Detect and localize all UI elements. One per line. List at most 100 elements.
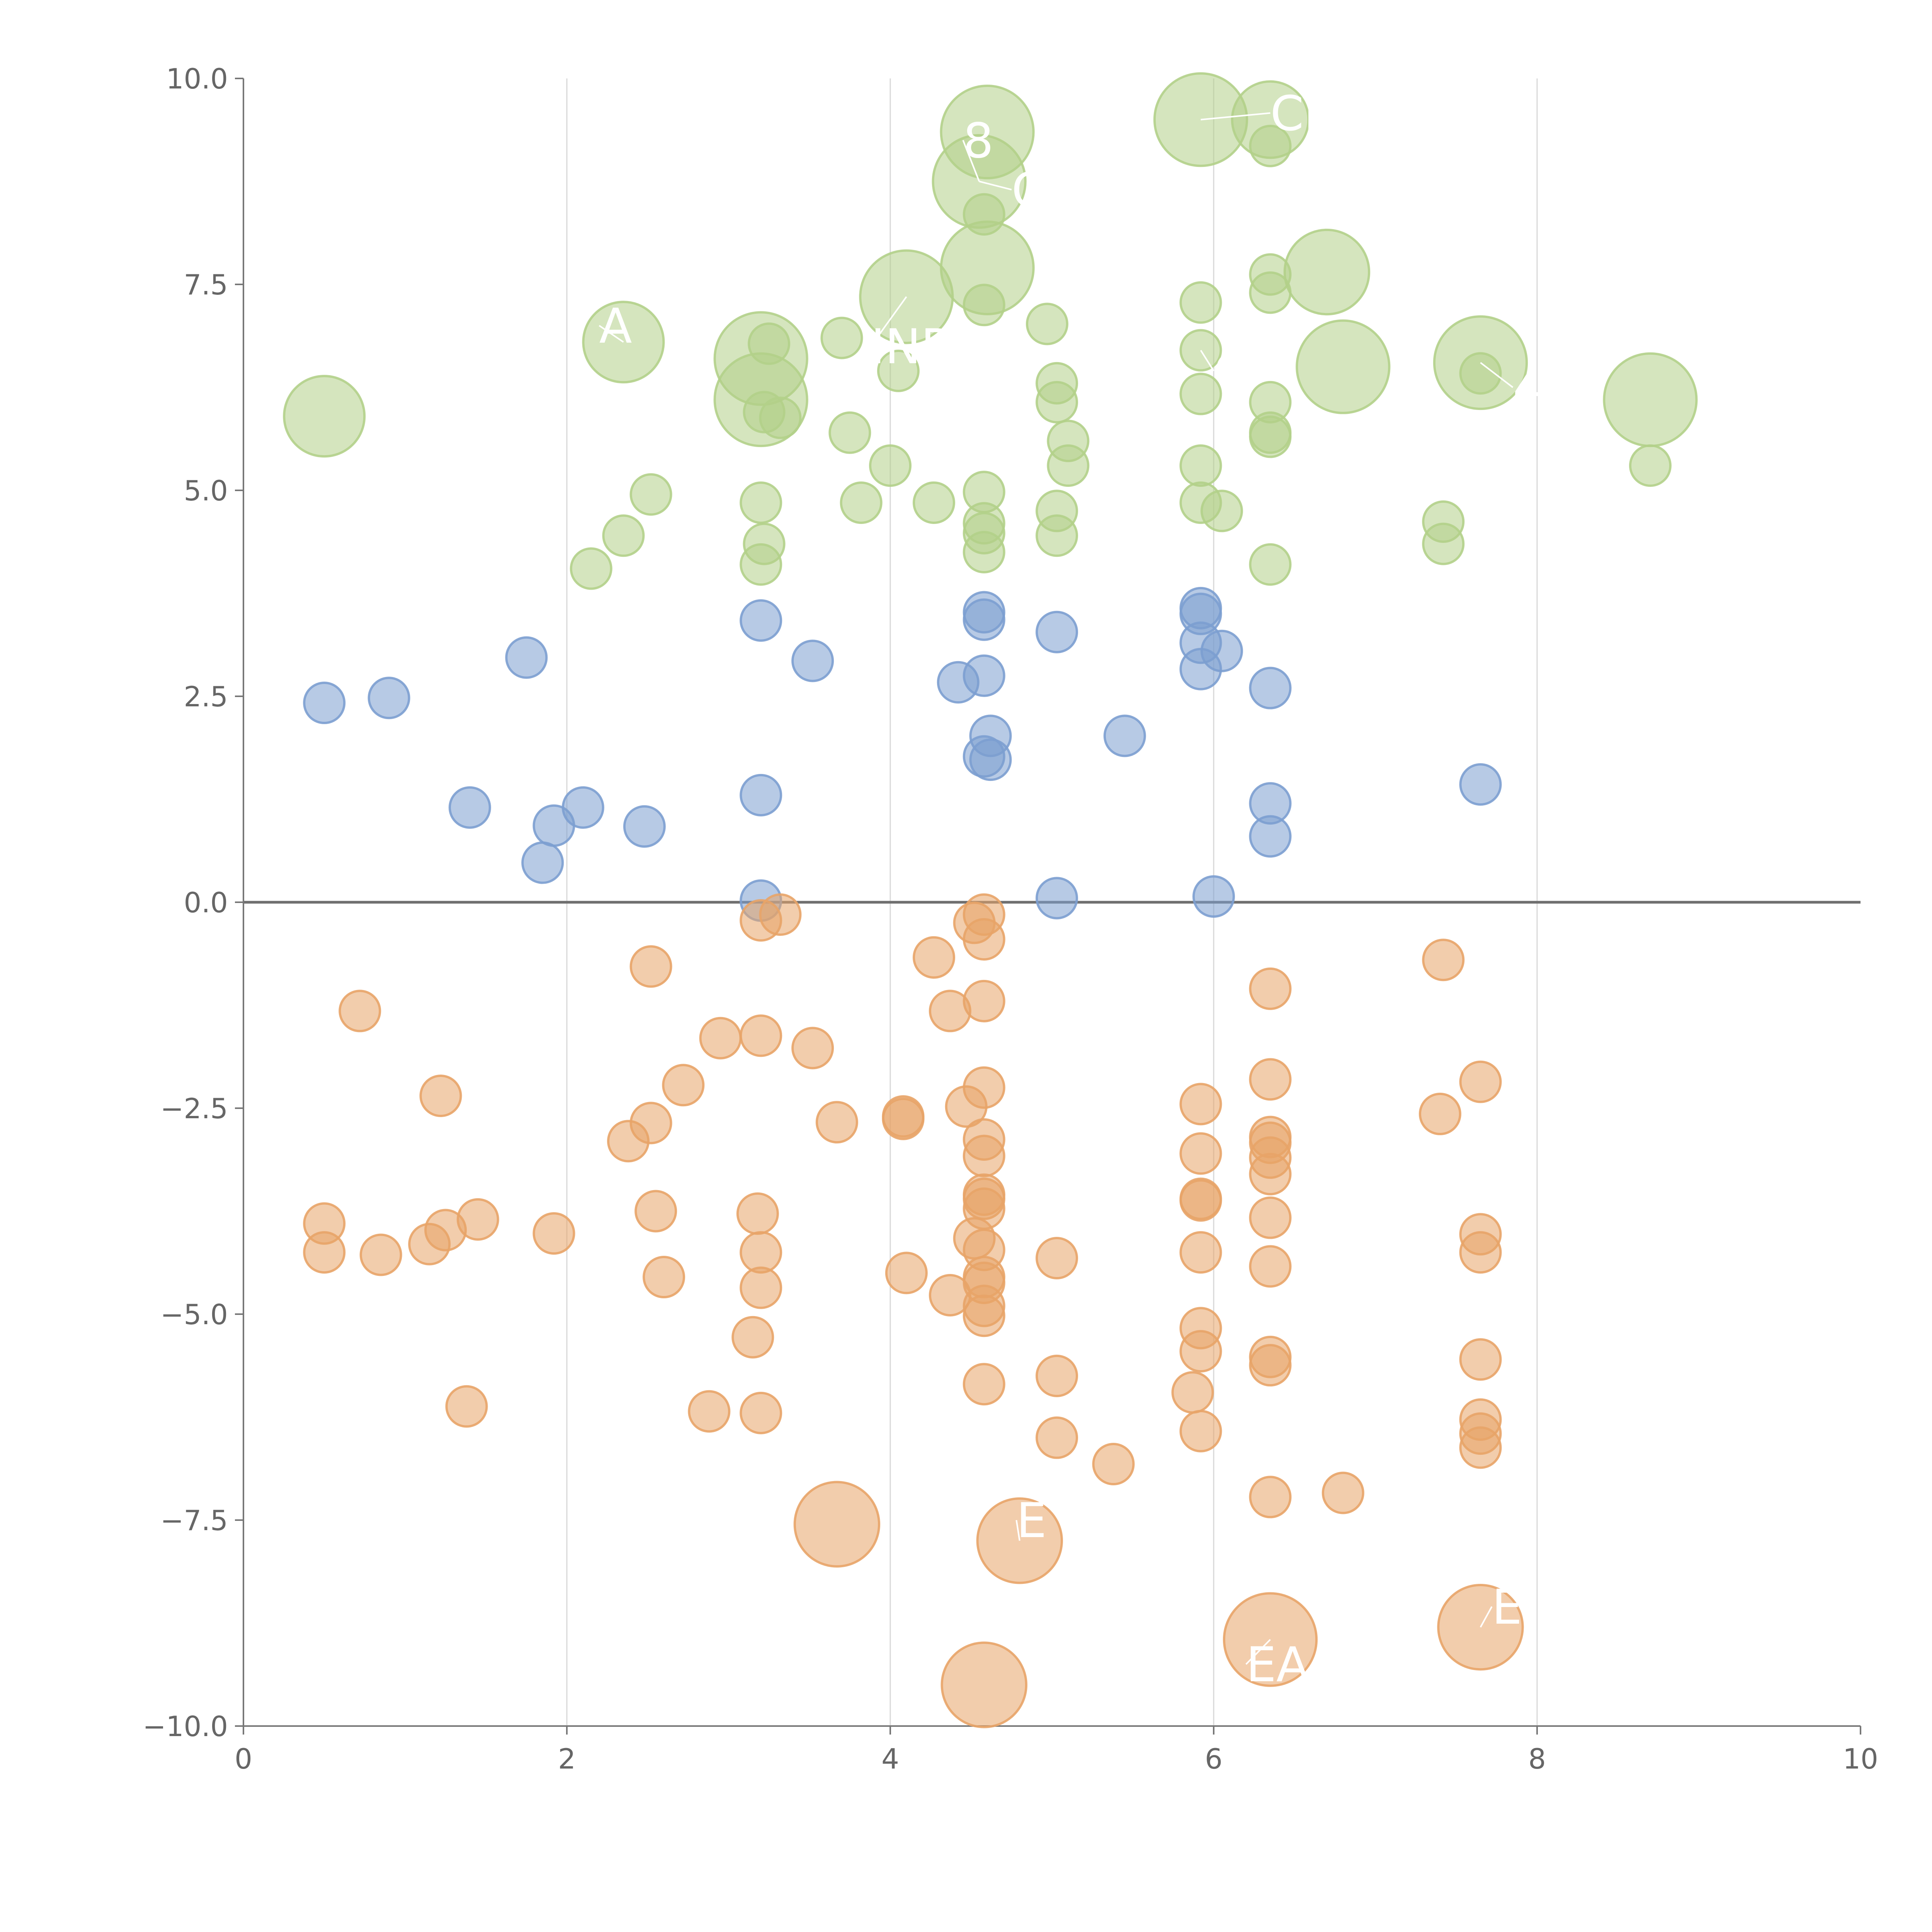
data-point-lower	[1249, 967, 1292, 1010]
data-point-lower	[1418, 1092, 1461, 1135]
data-point-lower	[759, 893, 802, 936]
data-point-lower	[1459, 1426, 1502, 1469]
data-point-lower	[456, 1198, 499, 1241]
annotation-leader	[870, 296, 907, 347]
data-point-upper	[1283, 228, 1371, 316]
y-tick-label: 0.0	[184, 886, 228, 919]
data-point-middle	[1103, 714, 1146, 757]
data-point-lower	[1459, 1231, 1502, 1274]
data-point-upper	[748, 322, 791, 365]
annotation-leader	[1201, 112, 1270, 121]
data-point-lower	[963, 918, 1005, 961]
data-point-lower	[1179, 1410, 1222, 1452]
data-point-upper	[1459, 352, 1502, 395]
data-point-lower	[1179, 1330, 1222, 1372]
annotation-label: 4	[1513, 361, 1543, 416]
data-point-middle	[1179, 648, 1222, 690]
data-point-lower	[963, 980, 1005, 1022]
annotation-label: EA	[1246, 1637, 1309, 1693]
data-point-lower	[963, 1294, 1005, 1337]
data-point-lower	[1459, 1338, 1502, 1381]
data-point-lower	[699, 1017, 742, 1060]
annotation-label: O	[1214, 344, 1252, 400]
annotation-leader	[1015, 1520, 1020, 1541]
data-point-upper	[1249, 543, 1292, 586]
data-point-upper	[740, 543, 782, 586]
data-point-middle	[367, 677, 410, 719]
data-point-lower	[740, 1266, 782, 1309]
data-point-lower	[793, 1481, 881, 1568]
data-point-upper	[1047, 444, 1090, 487]
data-point-lower	[688, 1390, 731, 1433]
data-point-upper	[1422, 522, 1465, 565]
data-points	[283, 72, 1698, 1728]
data-point-lower	[731, 1316, 774, 1359]
data-point-upper	[869, 444, 912, 487]
data-point-upper	[1603, 352, 1698, 447]
data-point-lower	[1036, 1416, 1078, 1459]
data-point-lower	[1179, 1179, 1222, 1222]
data-point-middle	[623, 805, 666, 848]
data-point-upper	[912, 481, 955, 524]
data-point-lower	[445, 1385, 488, 1428]
annotation-leader	[1480, 362, 1514, 388]
axes: −10.0 −7.5 −5.0 −2.5 0.0 2.5 5.0 7.5 10.0 0 2 4 6 8 10	[143, 63, 1878, 1775]
data-point-middle	[521, 841, 564, 884]
annotation-label: A	[599, 299, 632, 354]
data-point-lower	[815, 1101, 858, 1144]
data-point-lower	[359, 1233, 402, 1276]
data-point-lower	[1422, 939, 1465, 981]
data-point-middle	[303, 682, 346, 724]
annotation-leader	[979, 180, 1012, 190]
data-point-lower	[882, 1097, 925, 1140]
data-point-middle	[740, 599, 782, 642]
y-tick-label: −10.0	[143, 1710, 228, 1743]
annotation-leader	[1245, 1639, 1271, 1665]
data-point-upper	[759, 396, 802, 439]
annotation-leader	[962, 140, 980, 182]
data-point-upper	[1179, 444, 1222, 487]
data-point-lower	[740, 1391, 782, 1434]
data-point-middle	[969, 738, 1012, 781]
data-point-upper	[1179, 281, 1222, 324]
data-point-middle	[1036, 877, 1078, 920]
y-tick-label: 5.0	[184, 474, 228, 507]
data-point-lower	[643, 1256, 685, 1299]
x-tick-label: 4	[881, 1743, 899, 1775]
point-annotations: CHI 8C A IND O 4 E EA E	[599, 86, 1543, 1693]
data-point-middle	[1249, 815, 1292, 858]
data-point-lower	[912, 936, 955, 979]
data-point-upper	[1036, 381, 1078, 423]
data-point-lower	[1249, 1058, 1292, 1101]
annotation-label: C	[1012, 163, 1045, 218]
data-point-upper	[602, 514, 645, 557]
data-point-upper	[1296, 319, 1391, 414]
data-point-upper	[1249, 271, 1292, 314]
y-tick-label: 2.5	[184, 680, 228, 713]
data-point-lower	[1249, 1245, 1292, 1288]
data-point-lower	[1036, 1354, 1078, 1397]
data-point-lower	[1036, 1237, 1078, 1280]
data-point-upper	[940, 84, 1035, 180]
data-point-lower	[1092, 1443, 1135, 1486]
data-point-upper	[629, 473, 672, 516]
data-point-lower	[885, 1252, 928, 1294]
data-point-lower	[1249, 1344, 1292, 1387]
data-point-lower	[1179, 1132, 1222, 1175]
annotation-leader	[599, 325, 624, 343]
data-point-middle	[1459, 763, 1502, 806]
annotation-label: IND	[871, 319, 958, 375]
data-point-middle	[1036, 611, 1078, 653]
annotation-leader	[1480, 1606, 1493, 1628]
data-point-upper	[963, 284, 1005, 327]
data-point-lower	[963, 1363, 1005, 1406]
data-point-upper	[963, 531, 1005, 573]
data-point-upper	[828, 411, 871, 454]
y-tick-label: 7.5	[184, 269, 228, 301]
annotation-label: E	[1492, 1580, 1522, 1635]
data-point-lower	[303, 1231, 346, 1274]
x-tick-label: 2	[558, 1743, 576, 1775]
data-point-upper	[877, 349, 920, 392]
data-point-lower	[629, 945, 672, 988]
